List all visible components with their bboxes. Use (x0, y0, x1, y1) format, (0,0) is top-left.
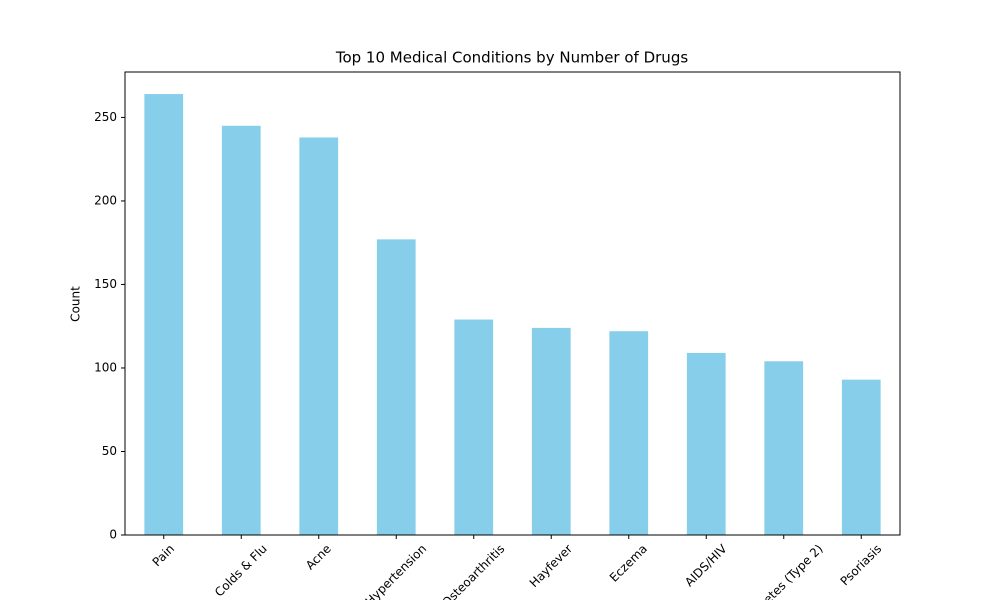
y-axis-label: Count (69, 286, 83, 322)
y-tick-label: 200 (94, 193, 117, 207)
bar (144, 94, 184, 536)
x-tick-label: Pain (150, 542, 178, 570)
x-tick-label: Diabetes (Type 2) (741, 542, 825, 600)
y-tick-label: 250 (94, 110, 117, 124)
bar (609, 331, 649, 535)
x-tick-label: Colds & Flu (212, 542, 270, 600)
bar (299, 137, 339, 536)
bar (531, 327, 571, 535)
bar (764, 361, 804, 535)
bar (686, 352, 726, 535)
x-tick-label: Hypertension (363, 542, 430, 600)
y-tick-label: 50 (102, 444, 117, 458)
bar (841, 379, 881, 535)
y-tick-label: 0 (109, 528, 117, 542)
x-tick-label: AIDS/HIV (682, 541, 730, 589)
bar (221, 125, 261, 535)
x-tick-label: Eczema (607, 542, 650, 585)
x-tick-label: Hayfever (527, 542, 575, 590)
x-tick-label: Osteoarthritis (439, 542, 507, 600)
x-tick-label: Acne (303, 542, 334, 573)
y-tick-label: 100 (94, 360, 117, 374)
bar (376, 239, 416, 536)
x-tick-label: Psoriasis (838, 542, 885, 589)
bar (454, 319, 494, 535)
chart-title: Top 10 Medical Conditions by Number of D… (335, 49, 688, 67)
plot-frame (124, 71, 901, 536)
y-tick-label: 150 (94, 277, 117, 291)
